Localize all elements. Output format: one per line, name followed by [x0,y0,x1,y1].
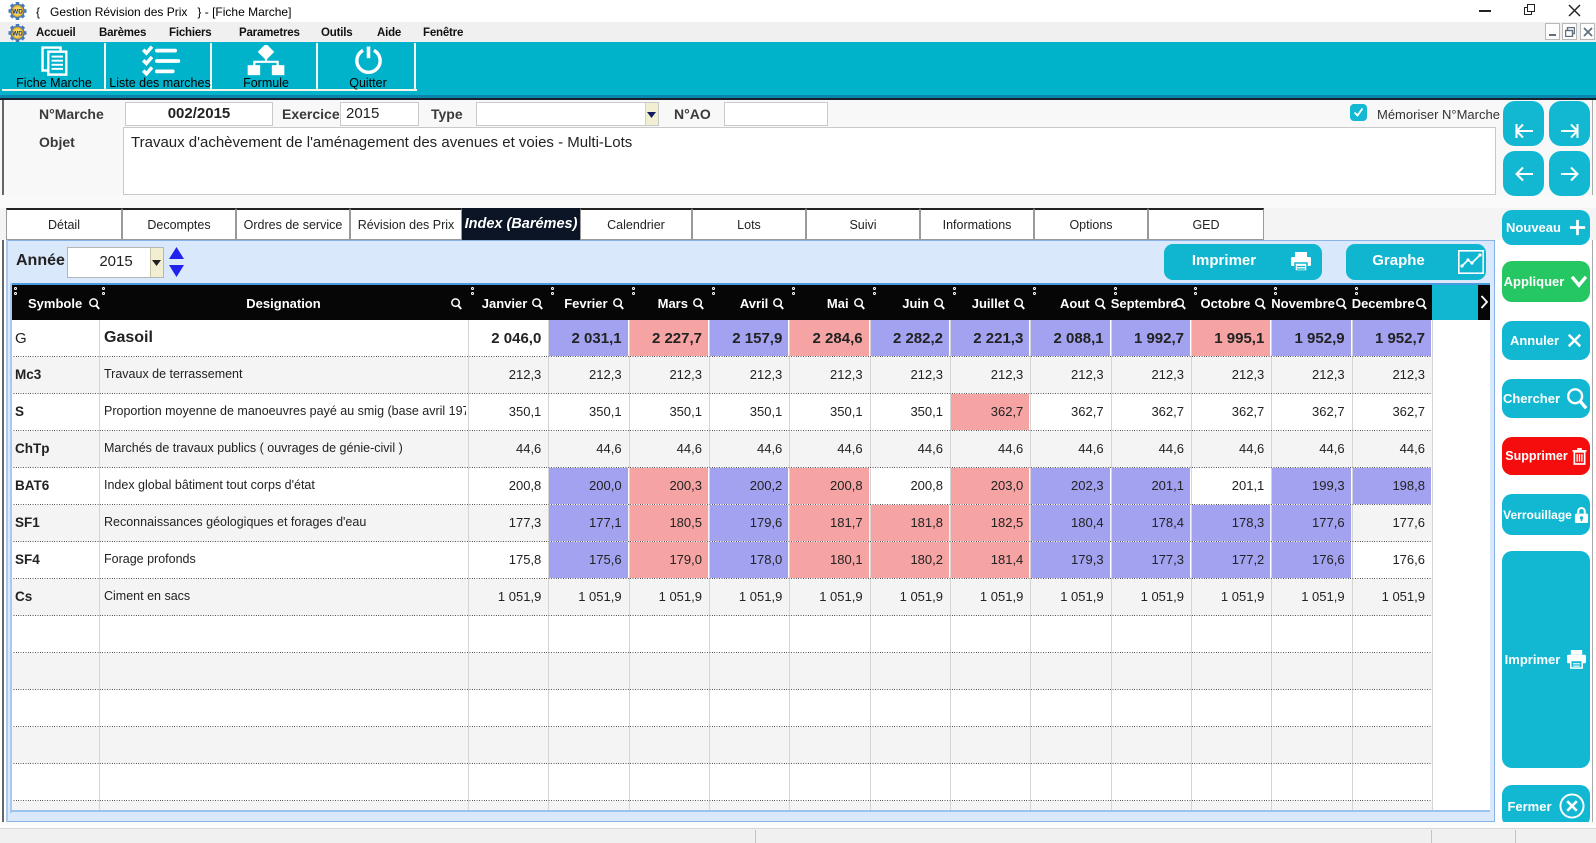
svg-text:WD: WD [12,9,23,16]
svg-text:WD: WD [12,31,23,38]
